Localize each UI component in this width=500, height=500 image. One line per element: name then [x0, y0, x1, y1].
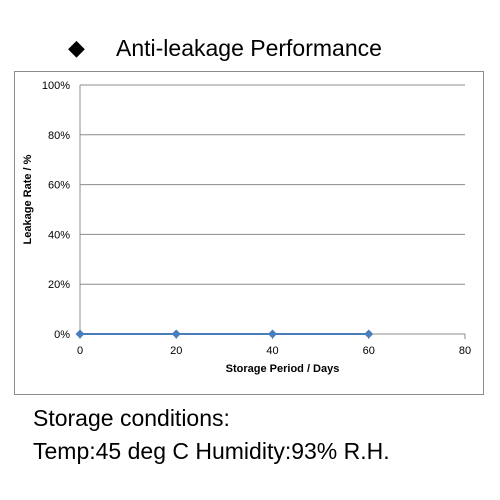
x-tick-label: 40: [266, 345, 278, 357]
y-tick-label: 40%: [48, 229, 70, 241]
diamond-bullet-icon: ◆: [68, 35, 85, 60]
data-point: [268, 329, 277, 339]
storage-conditions-label: Storage conditions:: [33, 405, 230, 431]
storage-conditions: Storage conditions: Temp:45 deg C Humidi…: [33, 402, 493, 468]
chart-area: 0% 20% 40% 60% 80% 100% 0 20 40 60 80 Storage Perio…: [14, 71, 484, 395]
data-point: [364, 329, 374, 339]
y-axis-title: Leakage Rate / %: [22, 154, 34, 244]
x-axis-title: Storage Period / Days: [226, 363, 340, 375]
y-tick-label: 0%: [54, 329, 70, 341]
y-tick-label: 20%: [48, 279, 70, 291]
line-chart: 0% 20% 40% 60% 80% 100% 0 20 40 60 80 Storage Perio…: [22, 80, 471, 375]
chart-heading: ◆ Anti-leakage Performance: [68, 30, 382, 66]
data-point: [171, 329, 181, 339]
storage-conditions-values: Temp:45 deg C Humidity:93% R.H.: [33, 438, 390, 464]
x-tick-label: 80: [459, 345, 471, 357]
x-tick-label: 60: [363, 345, 375, 357]
data-point: [75, 329, 85, 339]
x-tick-label: 0: [77, 345, 83, 357]
y-tick-label: 60%: [48, 180, 70, 192]
y-tick-label: 80%: [48, 130, 70, 142]
x-tick-label: 20: [170, 345, 182, 357]
y-tick-label: 100%: [42, 80, 70, 92]
chart-title: Anti-leakage Performance: [116, 34, 382, 61]
